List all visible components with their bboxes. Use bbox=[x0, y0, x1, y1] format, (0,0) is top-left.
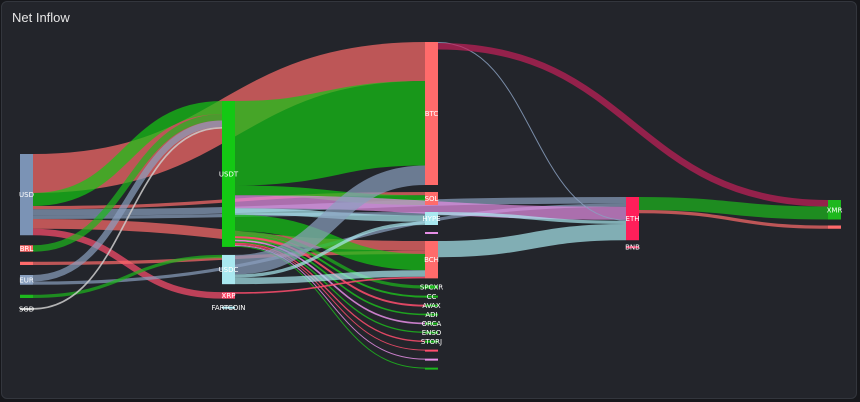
node-xmr[interactable] bbox=[828, 200, 841, 220]
flow-link-src5-usdc[interactable] bbox=[32, 254, 223, 298]
flow-link-usdt-bch[interactable] bbox=[234, 214, 426, 271]
node-label-fartcoin: FARTCOIN bbox=[211, 304, 245, 312]
flow-link-usdc-bch[interactable] bbox=[234, 270, 426, 285]
node-usdc[interactable] bbox=[222, 254, 235, 285]
flow-link-usdt-orca[interactable] bbox=[234, 239, 426, 325]
node-label-sgd: SGD bbox=[19, 306, 34, 314]
node-label-usdc: USDC bbox=[219, 266, 239, 274]
flow-link-usd-usdt[interactable] bbox=[32, 101, 223, 206]
flow-link-sgd-usdt[interactable] bbox=[32, 127, 223, 310]
flow-link-brl-usdt[interactable] bbox=[32, 114, 223, 252]
node-bnb[interactable] bbox=[626, 246, 639, 249]
node-src5[interactable] bbox=[20, 294, 33, 298]
flow-link-usdc-btc[interactable] bbox=[234, 165, 426, 275]
node-eth[interactable] bbox=[626, 197, 639, 241]
node-label-xrp: XRP bbox=[222, 292, 236, 300]
node-avax[interactable] bbox=[425, 304, 438, 307]
node-label-hype: HYPE bbox=[422, 215, 440, 223]
node-sol[interactable] bbox=[425, 192, 438, 205]
node-adi[interactable] bbox=[425, 313, 438, 316]
node-usdt[interactable] bbox=[222, 101, 235, 247]
node-label-cc: CC bbox=[427, 293, 437, 301]
node-label-sol: SOL bbox=[425, 195, 439, 203]
flow-link-eth-c4_2[interactable] bbox=[638, 210, 829, 229]
node-c2_s3[interactable] bbox=[425, 367, 438, 370]
flow-link-usdt-cc[interactable] bbox=[234, 234, 426, 298]
node-xrp[interactable] bbox=[222, 292, 235, 299]
flow-link-usdt-eth[interactable] bbox=[234, 195, 627, 220]
flow-link-usdt-spcxr[interactable] bbox=[234, 231, 426, 289]
flow-link-usdt-btc[interactable] bbox=[234, 81, 426, 186]
node-fartcoin[interactable] bbox=[222, 306, 235, 309]
node-cc[interactable] bbox=[425, 295, 438, 298]
flow-link-eur-usdt[interactable] bbox=[32, 120, 223, 282]
node-sgd[interactable] bbox=[20, 308, 33, 310]
flow-link-usdt-avax[interactable] bbox=[234, 236, 426, 307]
node-label-usdt: USDT bbox=[219, 170, 239, 178]
node-label-spcxr: SPCXR bbox=[420, 284, 443, 292]
node-eur[interactable] bbox=[20, 275, 33, 285]
flow-link-hype-eth[interactable] bbox=[437, 212, 627, 224]
node-c2_s1[interactable] bbox=[425, 349, 438, 352]
node-enso[interactable] bbox=[425, 331, 438, 334]
flow-link-usdt-enso[interactable] bbox=[234, 241, 426, 333]
node-label-brl: BRL bbox=[20, 245, 34, 253]
node-label-storj: STORJ bbox=[421, 338, 442, 346]
chart-title: Net Inflow bbox=[12, 10, 70, 25]
node-src3[interactable] bbox=[20, 261, 33, 265]
node-c4_2[interactable] bbox=[828, 225, 841, 229]
node-label-usd: USD bbox=[19, 191, 34, 199]
node-label-bnb: BNB bbox=[625, 244, 640, 252]
node-storj[interactable] bbox=[425, 340, 438, 343]
node-bch[interactable] bbox=[425, 241, 438, 279]
node-label-eur: EUR bbox=[19, 276, 34, 284]
node-usd[interactable] bbox=[20, 154, 33, 236]
flow-link-usdc-hype[interactable] bbox=[234, 221, 426, 278]
flow-link-eth-xmr[interactable] bbox=[638, 197, 829, 220]
flow-link-btc-eth[interactable] bbox=[437, 42, 627, 221]
node-label-adi: ADI bbox=[425, 311, 437, 319]
node-orca[interactable] bbox=[425, 322, 438, 325]
node-label-orca: ORCA bbox=[422, 320, 442, 328]
node-c2_4[interactable] bbox=[425, 232, 438, 234]
node-btc[interactable] bbox=[425, 42, 438, 185]
nodes-layer bbox=[20, 42, 841, 370]
flow-link-btc-xmr[interactable] bbox=[437, 42, 829, 207]
node-c2_s2[interactable] bbox=[425, 358, 438, 361]
flow-link-usdt-storj[interactable] bbox=[234, 242, 426, 342]
node-hype[interactable] bbox=[425, 212, 438, 225]
flow-link-xrp-bch[interactable] bbox=[234, 276, 426, 294]
node-brl[interactable] bbox=[20, 245, 33, 252]
node-label-avax: AVAX bbox=[422, 302, 440, 310]
flow-link-bch-eth[interactable] bbox=[437, 223, 627, 258]
node-label-enso: ENSO bbox=[422, 329, 442, 337]
node-label-bch: BCH bbox=[424, 256, 439, 264]
flow-link-usdt-c2_s1[interactable] bbox=[234, 244, 426, 351]
node-label-eth: ETH bbox=[626, 215, 640, 223]
labels-layer: USD BRL EUR SGD USDT USDC XRP FARTCOIN BTC SOL HYP… bbox=[19, 110, 843, 346]
node-label-btc: BTC bbox=[425, 110, 439, 118]
node-label-xmr: XMR bbox=[827, 206, 843, 214]
node-spcxr[interactable] bbox=[425, 285, 438, 289]
